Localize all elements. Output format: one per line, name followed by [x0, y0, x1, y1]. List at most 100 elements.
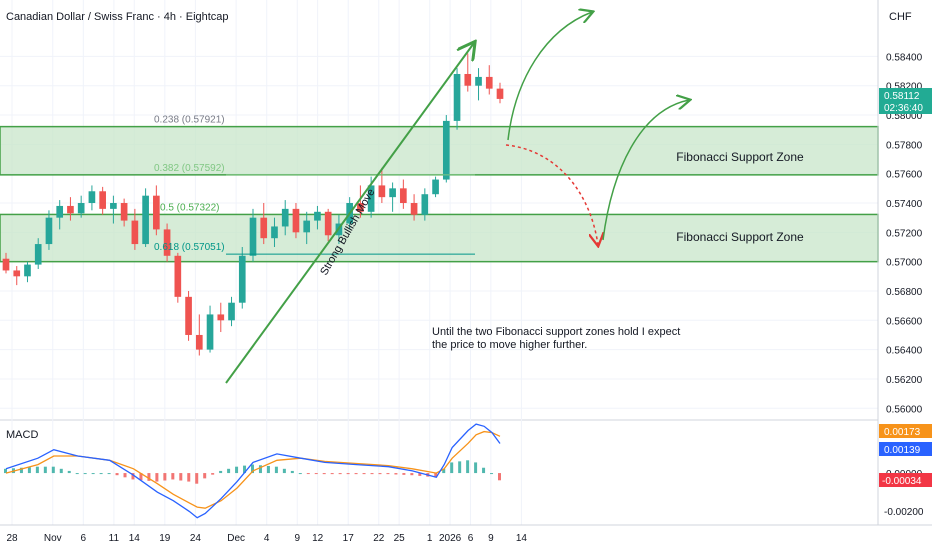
candle-body — [485, 76, 493, 89]
candle-body — [99, 191, 106, 209]
candle-body — [496, 88, 504, 99]
macd-histogram-bar — [43, 466, 47, 474]
macd-histogram-bar — [75, 473, 79, 475]
candle-body — [120, 203, 128, 221]
macd-line — [5, 423, 501, 519]
x-tick-label: Nov — [44, 533, 62, 544]
support-zone — [0, 125, 879, 176]
macd-histogram-bar — [266, 465, 270, 474]
macd-histogram-bar — [442, 468, 446, 474]
y-tick-label: 0.57600 — [886, 170, 923, 181]
candle-body — [228, 302, 235, 321]
candle-body — [13, 270, 21, 277]
y-tick-label: 0.56200 — [886, 375, 923, 386]
macd-histogram-bar — [59, 468, 63, 474]
macd-histogram-bar — [330, 473, 334, 475]
candle-body — [163, 229, 171, 256]
fib-level-label: 0.238 (0.57921) — [154, 115, 225, 126]
macd-histogram-bar — [410, 473, 414, 476]
x-tick-label: 19 — [159, 533, 171, 544]
x-tick-label: 6 — [81, 533, 87, 544]
macd-pane: 0.00000 — [4, 423, 923, 519]
x-tick-label: 25 — [394, 533, 406, 544]
x-tick-label: 28 — [6, 533, 18, 544]
macd-histogram-bar — [386, 473, 390, 475]
candle-body — [421, 194, 429, 215]
candle-body — [400, 188, 407, 204]
price-axis[interactable]: 0.58400 0.58200 0.58000 0.57800 0.57600 0.574… — [877, 0, 923, 525]
candle-body — [292, 208, 300, 233]
macd-histogram-bar — [290, 470, 294, 474]
macd-histogram-bar — [306, 473, 310, 475]
macd-histogram-bar — [155, 473, 159, 482]
candle-body — [174, 255, 182, 297]
macd-histogram-bar — [195, 473, 199, 484]
current-price: 0.58112 — [884, 91, 920, 102]
macd-histogram-bar — [123, 473, 127, 478]
zone-label-upper: Fibonacci Support Zone — [676, 150, 804, 164]
candle-body — [153, 195, 160, 230]
candle-body — [67, 205, 74, 214]
candle-body — [271, 226, 278, 239]
note-line-2: the price to move higher further. — [432, 339, 587, 351]
macd-histogram-bar — [466, 460, 470, 474]
projection-arrow-high — [507, 12, 592, 141]
x-tick-label: 17 — [343, 533, 355, 544]
macd-histogram-bar — [99, 473, 103, 475]
x-tick-label: 14 — [516, 533, 528, 544]
macd-histogram-bar — [258, 465, 262, 474]
candle-body — [110, 203, 117, 209]
x-tick-label: 9 — [488, 533, 494, 544]
macd-histogram-bar — [498, 473, 501, 481]
fib-level-label: 0.382 (0.57592) — [154, 163, 225, 174]
x-tick-label: 4 — [264, 533, 270, 544]
macd-histogram-bar — [474, 462, 478, 474]
candle-body — [303, 220, 311, 233]
macd-histogram-bar — [402, 473, 406, 475]
macd-signal-value: 0.00173 — [884, 427, 921, 438]
y-tick-label: 0.57400 — [886, 199, 923, 210]
candle-body — [142, 195, 149, 245]
candle-body — [249, 217, 257, 256]
candle-body — [45, 217, 53, 245]
y-tick-label: 0.58000 — [886, 111, 923, 122]
candle-body — [217, 314, 225, 321]
macd-histogram-bar — [394, 473, 398, 475]
macd-histogram-bar — [147, 473, 151, 481]
macd-histogram-bar — [338, 473, 342, 475]
candle-body — [475, 76, 482, 86]
macd-histogram-bar — [235, 466, 239, 474]
fib-level-label: 0.5 (0.57322) — [160, 202, 220, 213]
macd-histogram-bar — [171, 473, 175, 480]
macd-histogram-bar — [91, 473, 95, 475]
candle-body — [238, 255, 246, 303]
x-tick-label: 24 — [190, 533, 202, 544]
macd-histogram-bar — [187, 473, 191, 482]
macd-histogram-bar — [107, 473, 111, 475]
time-axis[interactable]: 28 Nov 6 11 14 19 24 Dec 4 9 12 17 22 25 1 2026 6 9 14 — [0, 524, 932, 544]
macd-signal-badge — [879, 424, 932, 438]
candle-body — [378, 185, 386, 198]
macd-histogram-bar — [362, 473, 366, 475]
candle-body — [389, 188, 396, 198]
macd-histogram-bar — [51, 466, 55, 474]
macd-histogram-bar — [482, 467, 486, 474]
candle-body — [324, 211, 332, 236]
macd-label: MACD — [6, 429, 38, 441]
macd-histogram-bar — [227, 468, 231, 474]
x-tick-label: 11 — [109, 533, 120, 544]
macd-histogram-bar — [19, 467, 23, 474]
candle-body — [77, 203, 85, 214]
candle-body — [281, 208, 289, 227]
x-tick-label: 2026 — [439, 533, 462, 544]
candle-body — [195, 334, 203, 350]
note-line-1: Until the two Fibonacci support zones ho… — [432, 326, 680, 338]
candle-body — [206, 314, 214, 350]
candle-body — [442, 120, 450, 180]
candle-body — [464, 73, 472, 86]
macd-histogram-bar — [370, 473, 374, 475]
macd-histogram-bar — [354, 473, 358, 475]
bar-countdown: 02:36:40 — [884, 103, 923, 114]
candle-body — [34, 244, 42, 265]
